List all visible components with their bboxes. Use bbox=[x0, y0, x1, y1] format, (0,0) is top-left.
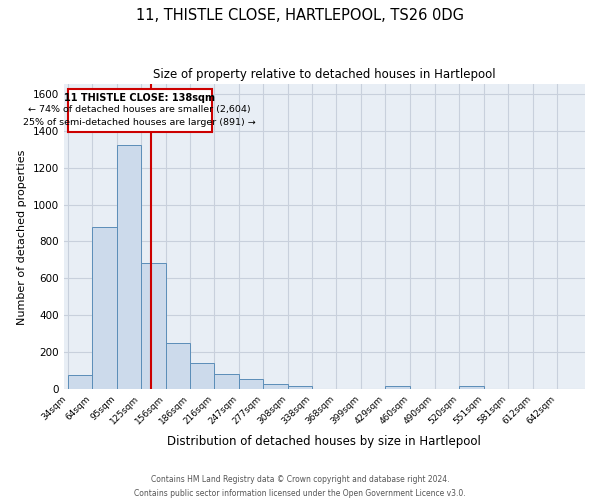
Bar bbox=[214, 374, 239, 389]
Y-axis label: Number of detached properties: Number of detached properties bbox=[17, 149, 27, 324]
Bar bbox=[458, 386, 484, 389]
Title: Size of property relative to detached houses in Hartlepool: Size of property relative to detached ho… bbox=[153, 68, 496, 80]
Bar bbox=[385, 386, 410, 389]
Bar bbox=[141, 262, 166, 389]
Bar bbox=[92, 226, 116, 389]
Bar bbox=[116, 146, 141, 389]
Text: 11 THISTLE CLOSE: 138sqm: 11 THISTLE CLOSE: 138sqm bbox=[64, 92, 215, 102]
Bar bbox=[263, 384, 288, 389]
Bar bbox=[239, 379, 263, 389]
Text: 25% of semi-detached houses are larger (891) →: 25% of semi-detached houses are larger (… bbox=[23, 118, 256, 126]
Text: ← 74% of detached houses are smaller (2,604): ← 74% of detached houses are smaller (2,… bbox=[28, 106, 251, 114]
Bar bbox=[288, 386, 312, 389]
Text: 11, THISTLE CLOSE, HARTLEPOOL, TS26 0DG: 11, THISTLE CLOSE, HARTLEPOOL, TS26 0DG bbox=[136, 8, 464, 22]
Text: Contains HM Land Registry data © Crown copyright and database right 2024.
Contai: Contains HM Land Registry data © Crown c… bbox=[134, 476, 466, 498]
X-axis label: Distribution of detached houses by size in Hartlepool: Distribution of detached houses by size … bbox=[167, 434, 481, 448]
Bar bbox=[190, 364, 214, 389]
Bar bbox=[68, 376, 92, 389]
FancyBboxPatch shape bbox=[68, 89, 212, 132]
Bar bbox=[166, 343, 190, 389]
